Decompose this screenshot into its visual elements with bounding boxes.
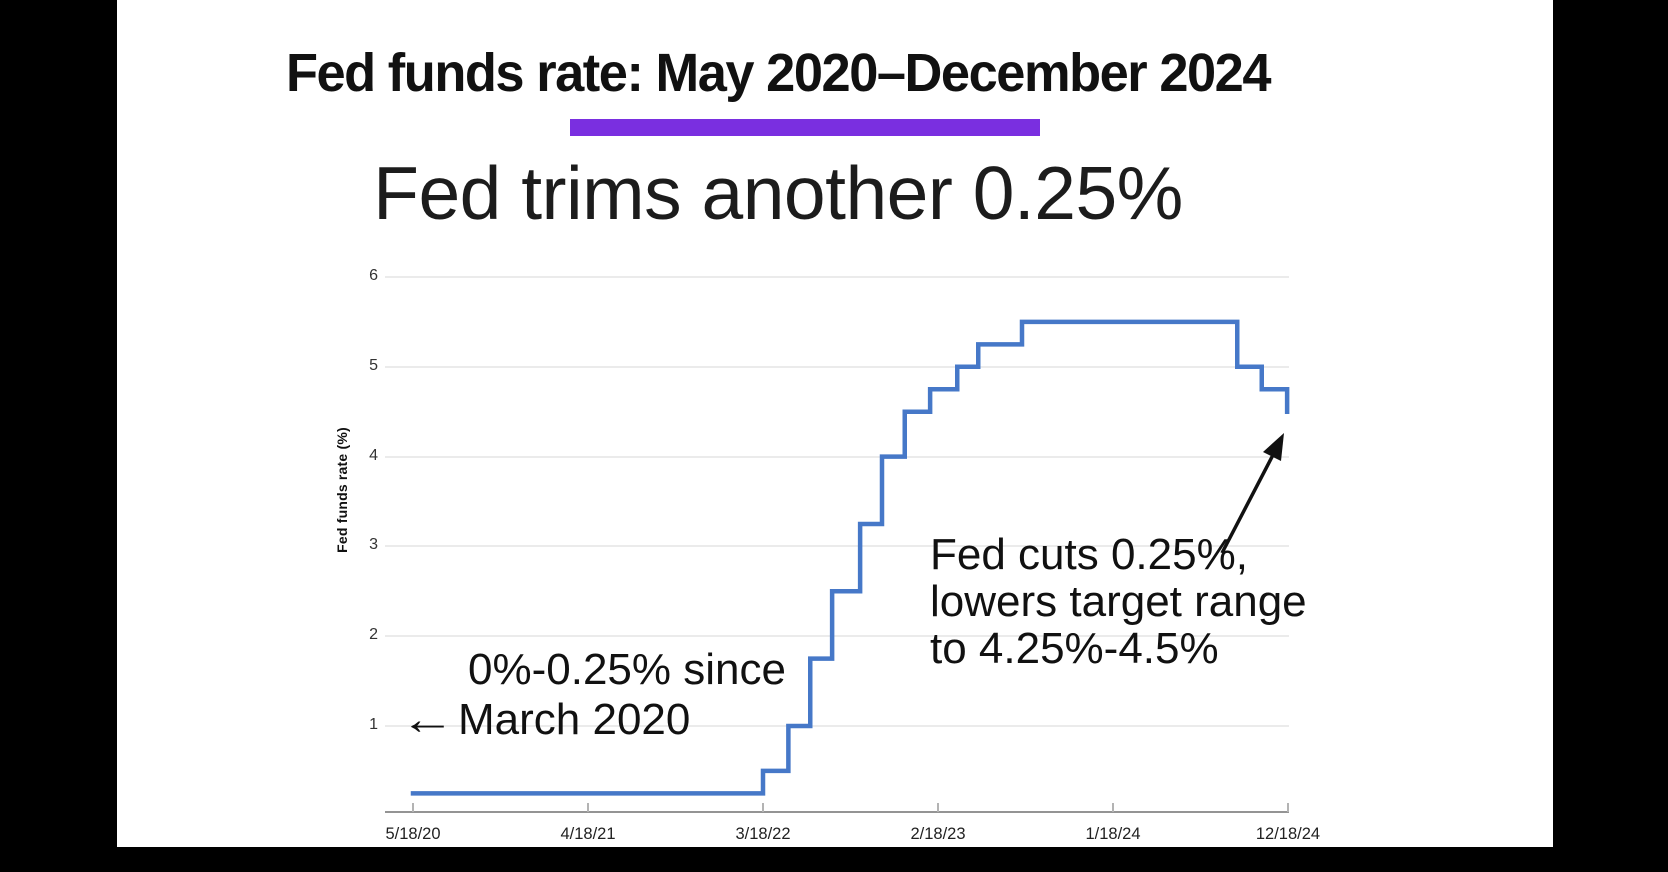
annotation-rate-cut-line3: to 4.25%-4.5% xyxy=(930,624,1219,673)
x-tick-0 xyxy=(412,803,414,812)
y-tick-label-5: 5 xyxy=(369,356,378,374)
headline: Fed trims another 0.25% xyxy=(373,151,1183,235)
annotation-rate-cut-line1: Fed cuts 0.25%, xyxy=(930,530,1248,579)
x-tick-label-1: 4/18/21 xyxy=(560,825,616,843)
x-axis-line xyxy=(385,811,1289,813)
gridline-y-5 xyxy=(385,365,1289,368)
x-tick-2 xyxy=(762,803,764,812)
annotation-zero-range: 0%-0.25% since ←March 2020 xyxy=(400,645,786,745)
y-axis-title: Fed funds rate (%) xyxy=(334,427,350,553)
gridline-y-4 xyxy=(385,455,1289,458)
x-tick-label-2: 3/18/22 xyxy=(735,825,791,843)
letterbox-left xyxy=(0,0,117,872)
letterbox-bottom xyxy=(0,847,1668,872)
left-arrow-icon: ← xyxy=(400,695,455,744)
kicker-title: Fed funds rate: May 2020–December 2024 xyxy=(285,43,1272,103)
gridline-y-6 xyxy=(385,276,1289,278)
x-tick-label-0: 5/18/20 xyxy=(385,825,441,843)
y-tick-label-1: 1 xyxy=(369,716,378,733)
y-tick-label-2: 2 xyxy=(369,626,378,644)
y-tick-label-4: 4 xyxy=(369,446,378,464)
annotation-zero-range-line1: 0%-0.25% since xyxy=(468,645,786,694)
x-tick-label-4: 1/18/24 xyxy=(1085,825,1141,843)
x-tick-5 xyxy=(1287,803,1289,812)
purple-accent-bar xyxy=(570,119,1040,136)
x-tick-4 xyxy=(1112,803,1114,812)
y-tick-label-3: 3 xyxy=(369,536,378,554)
letterbox-right xyxy=(1553,0,1668,872)
x-tick-label-5: 12/18/24 xyxy=(1255,825,1321,843)
x-tick-1 xyxy=(587,803,589,812)
y-tick-label-6: 6 xyxy=(369,267,378,284)
x-tick-label-3: 2/18/23 xyxy=(910,825,966,843)
x-tick-3 xyxy=(937,803,939,812)
annotation-zero-range-line2: ←March 2020 xyxy=(400,695,691,744)
annotation-rate-cut: Fed cuts 0.25%, lowers target range to 4… xyxy=(930,531,1307,672)
annotation-rate-cut-line2: lowers target range xyxy=(930,577,1307,626)
